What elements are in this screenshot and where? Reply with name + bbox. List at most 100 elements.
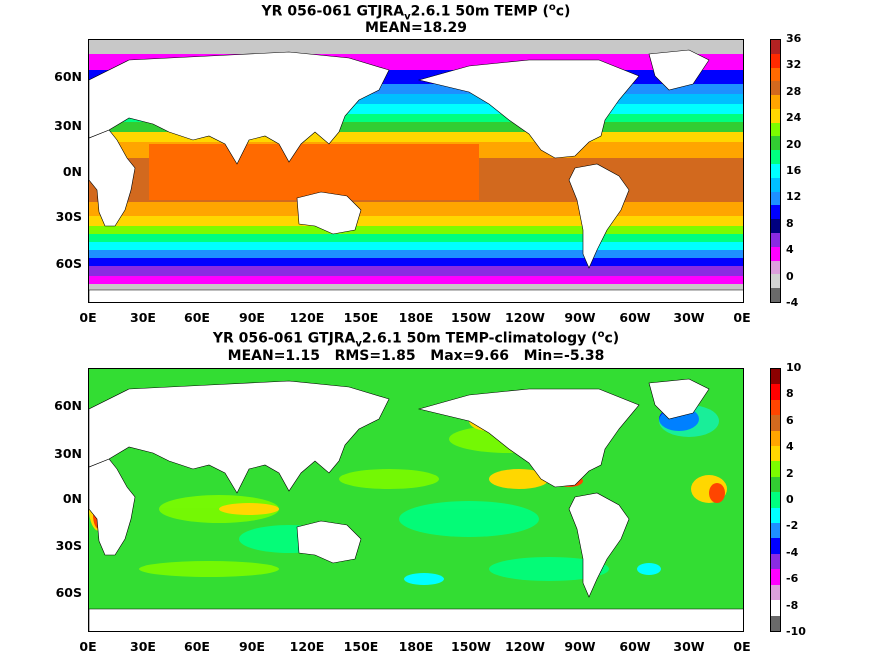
lon-label: 60E [184, 639, 210, 654]
colorbar-swatch [771, 219, 780, 233]
colorbar-swatch [771, 538, 780, 554]
colorbar-swatch [771, 523, 780, 539]
colorbar-swatch [771, 507, 780, 524]
lat-label: 30S [55, 209, 82, 224]
colorbar-tick-label: 2 [786, 466, 794, 480]
bottom-title-sub: v [355, 338, 362, 350]
colorbar-swatch [771, 53, 780, 68]
colorbar-swatch [771, 492, 780, 508]
top-colorbar [770, 39, 781, 303]
colorbar-swatch [771, 461, 780, 477]
colorbar-swatch [771, 246, 780, 261]
colorbar-swatch [771, 40, 780, 54]
colorbar-swatch [771, 136, 780, 151]
lat-label: 30S [55, 538, 82, 553]
colorbar-tick-label: 8 [786, 216, 794, 230]
colorbar-tick-label: 12 [786, 190, 802, 204]
lat-label: 30N [54, 118, 82, 133]
colorbar-swatch [771, 95, 780, 109]
lon-label: 150W [451, 639, 491, 654]
colorbar-tick-label: 24 [786, 111, 802, 125]
top-title-end: c) [555, 3, 571, 20]
colorbar-tick-label: -6 [786, 572, 799, 586]
colorbar-tick-label: -2 [786, 519, 799, 533]
colorbar-swatch [771, 274, 780, 289]
lon-label: 60E [184, 310, 210, 325]
top-title-mid: 2.6.1 50m TEMP ( [410, 3, 549, 20]
lon-label: 30W [673, 639, 705, 654]
bottom-title-pre: YR 056-061 GTJRA [212, 330, 356, 347]
lon-label: 30E [130, 310, 156, 325]
lon-label: 150E [343, 639, 379, 654]
lat-label: 0N [62, 491, 82, 506]
colorbar-swatch [771, 430, 780, 447]
lon-label: 0E [79, 310, 97, 325]
bottom-map-svg [89, 369, 743, 631]
lat-label: 60S [55, 256, 82, 271]
colorbar-tick-label: 28 [786, 84, 802, 98]
lat-label: 0N [62, 164, 82, 179]
colorbar-swatch [771, 569, 780, 585]
lon-label: 60W [619, 639, 651, 654]
lon-label: 180E [398, 310, 434, 325]
lat-label: 60N [54, 69, 82, 84]
colorbar-tick-label: 6 [786, 413, 794, 427]
colorbar-tick-label: 0 [786, 493, 794, 506]
top-title-pre: YR 056-061 GTJRA [261, 3, 405, 20]
lon-label: 90W [564, 310, 596, 325]
lon-label: 0E [733, 310, 751, 325]
colorbar-swatch [771, 81, 780, 96]
colorbar-swatch [771, 399, 780, 416]
lon-label: 90W [564, 639, 596, 654]
colorbar-swatch [771, 122, 780, 137]
colorbar-swatch [771, 384, 780, 400]
top-sst-map [88, 39, 744, 303]
colorbar-tick-label: 32 [786, 58, 802, 72]
lat-label: 60S [55, 585, 82, 600]
bottom-title-sup: o [597, 329, 605, 340]
top-title-sup: o [548, 2, 556, 13]
colorbar-swatch [771, 584, 780, 601]
colorbar-swatch [771, 615, 780, 631]
lon-label: 120W [505, 639, 545, 654]
colorbar-swatch [771, 177, 780, 192]
colorbar-tick-label: -4 [786, 545, 799, 559]
colorbar-tick-label: 20 [786, 137, 802, 151]
top-title: YR 056-061 GTJRAv2.6.1 50m TEMP (oc) [88, 0, 744, 25]
lon-label: 150E [343, 310, 379, 325]
colorbar-swatch [771, 205, 780, 220]
colorbar-swatch [771, 67, 780, 82]
colorbar-swatch [771, 232, 780, 247]
colorbar-tick-label: 4 [786, 440, 794, 454]
colorbar-swatch [771, 553, 780, 570]
bottom-anomaly-map [88, 368, 744, 632]
colorbar-tick-label: 4 [786, 243, 794, 257]
colorbar-swatch [771, 108, 780, 123]
colorbar-tick-label: 10 [786, 361, 802, 374]
colorbar-swatch [771, 164, 780, 178]
colorbar-tick-label: 16 [786, 164, 802, 177]
colorbar-tick-label: -4 [786, 296, 799, 309]
colorbar-tick-label: 36 [786, 32, 802, 45]
colorbar-swatch [771, 288, 780, 302]
lon-label: 0E [79, 639, 97, 654]
top-subtitle: MEAN=18.29 [364, 20, 468, 36]
bottom-subtitle: MEAN=1.15 RMS=1.85 Max=9.66 Min=-5.38 [227, 348, 605, 364]
colorbar-swatch [771, 415, 780, 431]
bottom-title: YR 056-061 GTJRAv2.6.1 50m TEMP-climatol… [88, 327, 744, 352]
lon-label: 120E [289, 310, 325, 325]
lat-label: 30N [54, 446, 82, 461]
colorbar-tick-label: 0 [786, 269, 794, 283]
colorbar-swatch [771, 476, 780, 493]
lon-label: 30E [130, 639, 156, 654]
lat-label: 60N [54, 398, 82, 413]
lon-label: 180E [398, 639, 434, 654]
lon-label: 90E [239, 310, 265, 325]
colorbar-swatch [771, 260, 780, 275]
colorbar-swatch [771, 600, 780, 616]
colorbar-swatch [771, 446, 780, 462]
lon-label: 30W [673, 310, 705, 325]
top-map-svg [89, 40, 743, 302]
bottom-colorbar [770, 368, 781, 632]
colorbar-swatch [771, 150, 780, 165]
